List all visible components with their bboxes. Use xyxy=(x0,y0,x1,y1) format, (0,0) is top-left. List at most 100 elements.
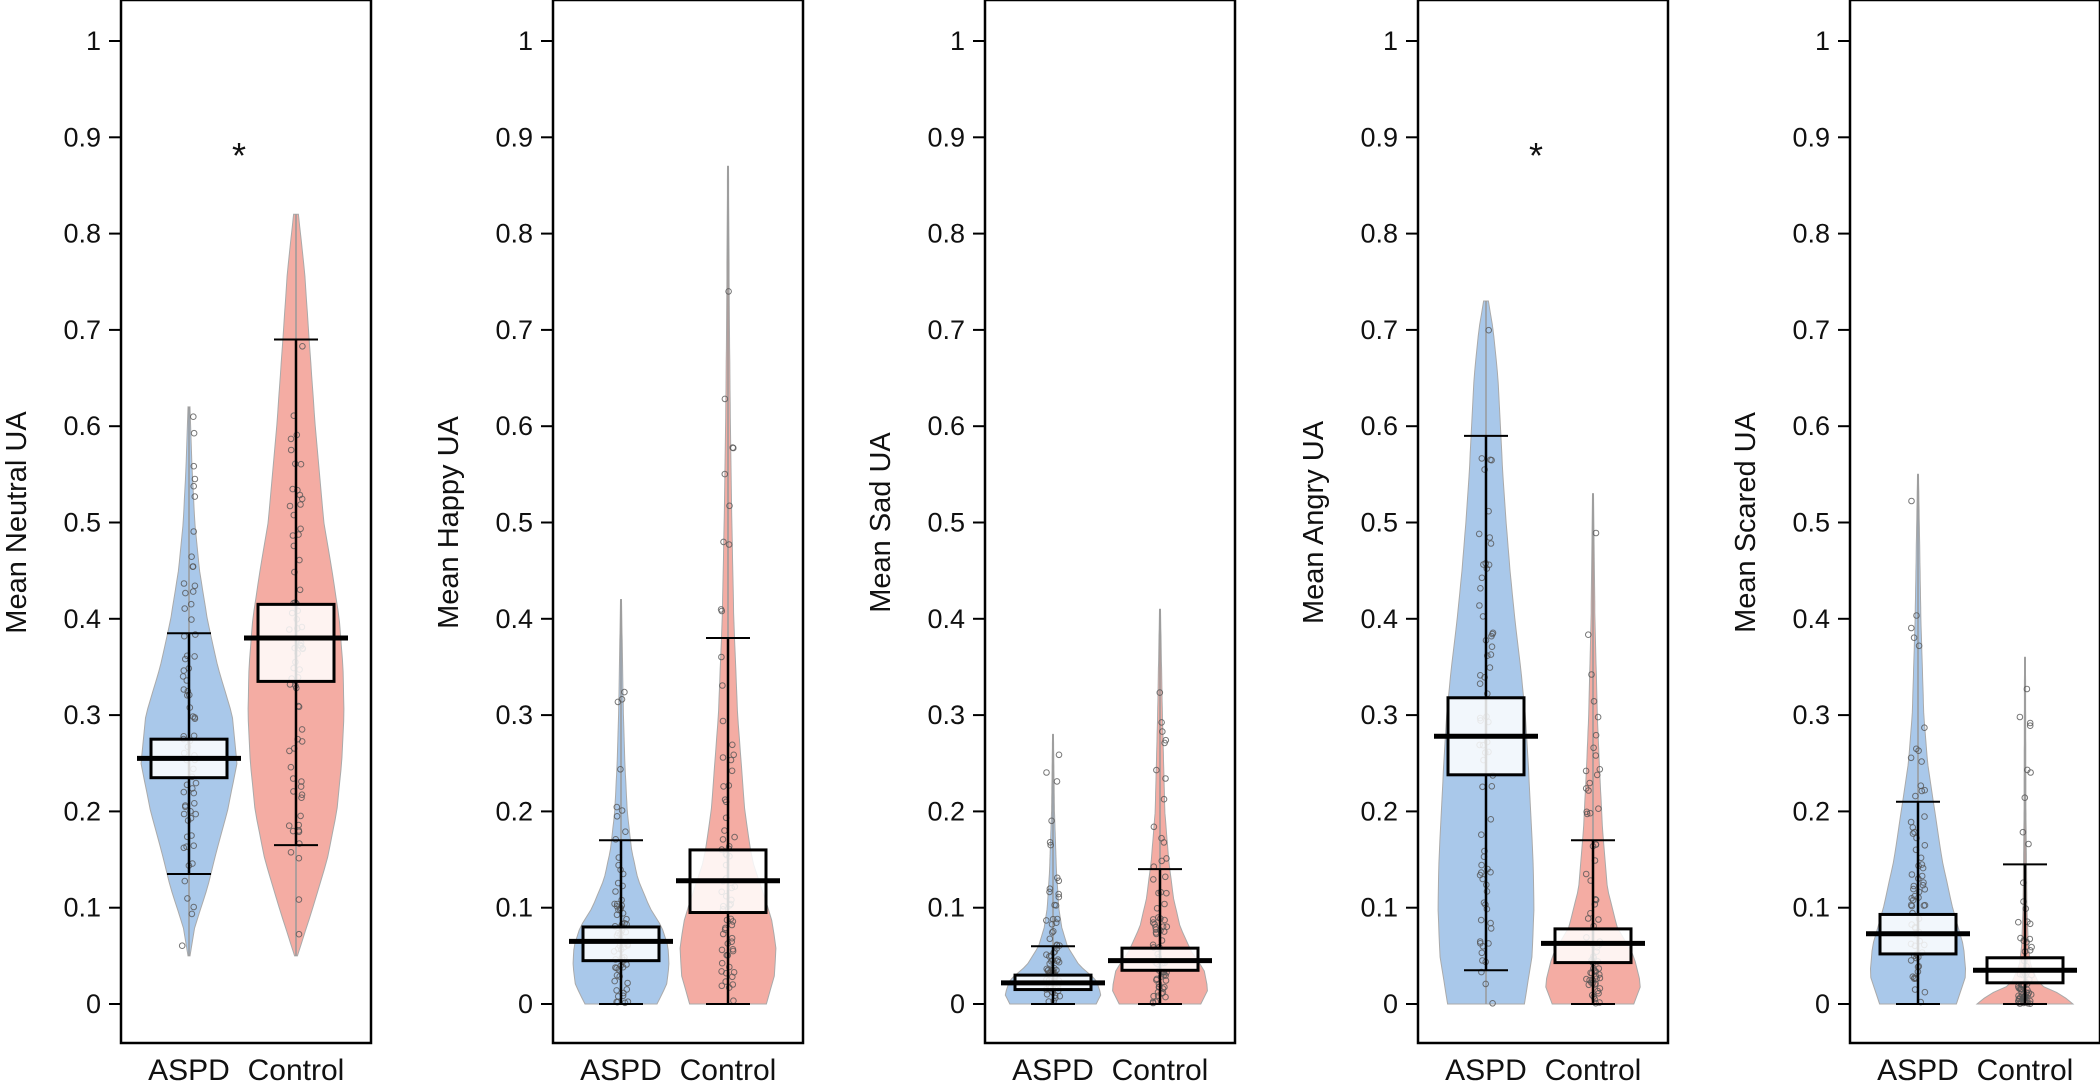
data-point xyxy=(2023,685,2031,693)
y-tick-label: 0.6 xyxy=(63,411,101,441)
data-point xyxy=(1583,808,1590,816)
data-point xyxy=(1582,767,1590,775)
data-point xyxy=(190,528,197,535)
y-tick-label: 0.1 xyxy=(63,893,101,923)
data-point xyxy=(1909,896,1917,904)
data-point xyxy=(190,482,197,490)
data-point xyxy=(2017,934,2024,942)
data-point xyxy=(192,631,199,638)
data-point xyxy=(1163,923,1171,931)
data-point xyxy=(1596,766,1604,773)
data-point xyxy=(287,849,295,856)
data-point xyxy=(1478,574,1486,582)
data-point xyxy=(1590,698,1598,705)
data-point xyxy=(188,553,195,561)
data-point xyxy=(718,946,726,954)
data-point xyxy=(718,653,725,661)
data-point xyxy=(1910,885,1917,893)
y-tick-label: 0.8 xyxy=(495,219,533,249)
data-point xyxy=(180,788,188,796)
y-tick-label: 0.8 xyxy=(63,219,101,249)
data-point xyxy=(1488,643,1496,651)
data-point xyxy=(287,446,295,454)
category-label: ASPD xyxy=(148,1054,230,1082)
data-point xyxy=(2025,840,2032,848)
y-tick-label: 0.6 xyxy=(1792,411,1830,441)
data-point xyxy=(189,563,197,571)
data-point xyxy=(1162,873,1169,881)
y-tick-label: 0 xyxy=(86,989,101,1019)
data-point xyxy=(298,738,306,745)
data-point xyxy=(190,903,197,911)
data-point xyxy=(1585,981,1593,989)
y-tick-label: 0.9 xyxy=(1360,122,1398,152)
data-point xyxy=(188,910,196,918)
data-point xyxy=(180,667,188,674)
data-point xyxy=(2026,719,2034,727)
data-point xyxy=(189,588,197,595)
y-tick-label: 0.4 xyxy=(63,604,101,634)
category-label: ASPD xyxy=(580,1054,662,1082)
data-point xyxy=(1043,991,1051,998)
y-tick-label: 0.5 xyxy=(1360,508,1398,538)
data-point xyxy=(286,502,294,510)
data-point xyxy=(1913,834,1920,842)
data-point xyxy=(2016,713,2024,721)
y-axis-title: Mean Neutral UA xyxy=(1,411,33,634)
data-point xyxy=(1595,805,1602,813)
data-point xyxy=(613,813,621,820)
data-point xyxy=(1055,893,1063,901)
data-point xyxy=(1160,795,1168,803)
data-point xyxy=(1908,497,1915,505)
data-point xyxy=(1596,974,1604,982)
data-point xyxy=(731,833,738,841)
data-point xyxy=(1162,977,1170,984)
data-point xyxy=(1054,915,1061,923)
data-point xyxy=(611,977,619,985)
data-point xyxy=(1921,886,1929,893)
data-point xyxy=(719,717,727,725)
data-point xyxy=(719,930,727,938)
data-point xyxy=(190,789,198,797)
data-point xyxy=(1478,831,1485,839)
y-tick-label: 0.2 xyxy=(495,796,533,826)
data-point xyxy=(1161,739,1168,747)
data-point xyxy=(1489,1000,1496,1007)
data-point xyxy=(1910,634,1918,642)
data-point xyxy=(1918,758,1925,765)
data-point xyxy=(1161,900,1168,908)
panel-5: 0 0.1 0.2 0.3 0.4 0.5 0.6 0.7 0.8 0.9 1 Mean Scared… xyxy=(1730,0,2100,1082)
data-point xyxy=(725,288,732,295)
data-point xyxy=(191,493,199,500)
data-point xyxy=(1163,855,1170,862)
data-point xyxy=(298,778,305,785)
y-tick-label: 0.8 xyxy=(927,219,965,249)
data-point xyxy=(1160,971,1168,979)
data-point xyxy=(1915,642,1923,650)
data-point xyxy=(1908,895,1915,902)
data-point xyxy=(1582,785,1590,792)
panel-4: 0 0.1 0.2 0.3 0.4 0.5 0.6 0.7 0.8 0.9 1 Mean Angry … xyxy=(1298,0,1670,1082)
data-point xyxy=(1150,876,1157,883)
data-point xyxy=(1917,782,1925,790)
category-label: Control xyxy=(680,1054,777,1082)
data-point xyxy=(1487,651,1495,658)
data-point xyxy=(1915,747,1922,755)
data-point xyxy=(191,800,198,807)
data-point xyxy=(1487,540,1495,547)
y-axis-title: Mean Sad UA xyxy=(865,432,897,613)
data-point xyxy=(1596,999,1603,1006)
data-point xyxy=(191,582,199,590)
data-point xyxy=(719,682,726,689)
data-point xyxy=(1592,529,1600,537)
data-point xyxy=(1912,792,1919,800)
y-tick-label: 0 xyxy=(1383,989,1398,1019)
y-tick-label: 0.6 xyxy=(495,411,533,441)
y-tick-label: 0.7 xyxy=(495,315,533,345)
plot-frame xyxy=(983,0,1237,1045)
data-point xyxy=(1045,966,1052,974)
data-point xyxy=(1921,786,1928,794)
data-point xyxy=(1043,965,1050,973)
data-point xyxy=(1596,985,1604,992)
data-point xyxy=(188,616,195,623)
